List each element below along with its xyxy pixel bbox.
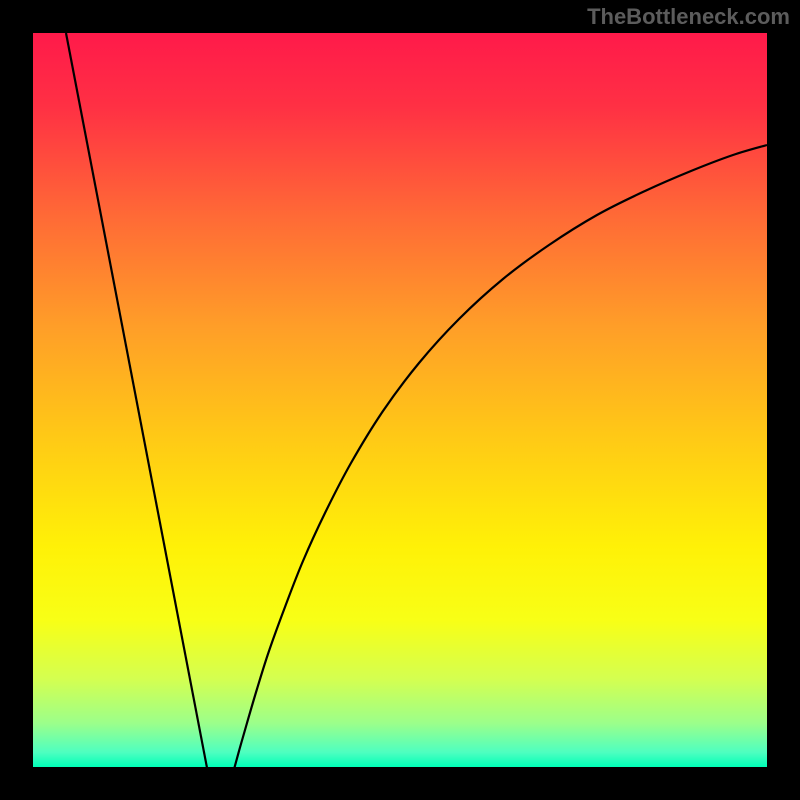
watermark-text: TheBottleneck.com — [587, 4, 790, 30]
chart-container: TheBottleneck.com — [0, 0, 800, 800]
outer-border — [0, 0, 800, 800]
border-rect — [17, 17, 784, 784]
